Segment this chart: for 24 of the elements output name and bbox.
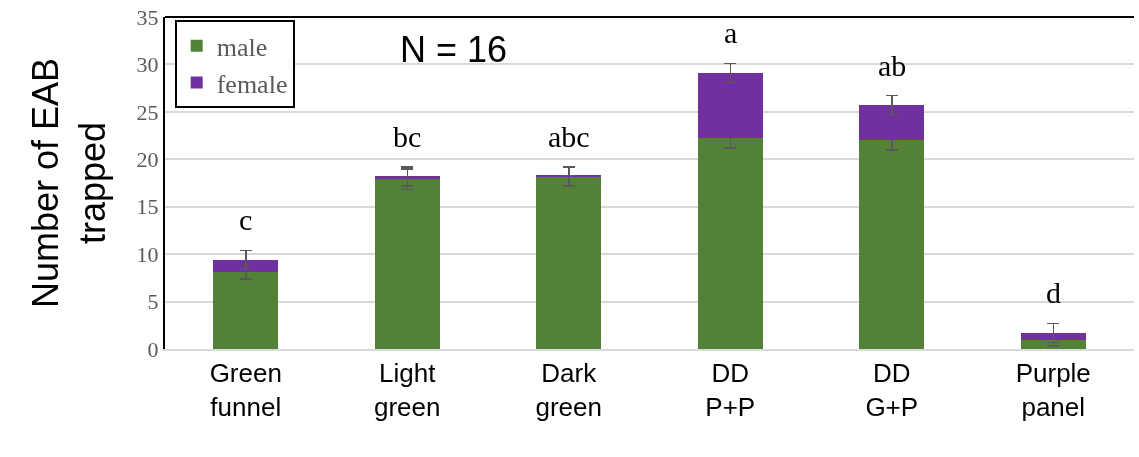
y-tick-label: 15 (136, 194, 159, 220)
x-tick-label: DD G+P (865, 358, 919, 422)
x-tick-label: Purple panel (1015, 358, 1091, 422)
x-tick-label: Light green (374, 358, 441, 422)
annotation: ab (878, 49, 907, 82)
annotation: abc (548, 120, 590, 153)
y-tick-label: 0 (147, 336, 159, 362)
legend-label: male (216, 32, 268, 62)
y-tick-label: 20 (136, 146, 159, 172)
y-axis-title: Number of EAB trapped (25, 57, 113, 309)
annotation: bc (393, 120, 422, 153)
y-tick-label: 5 (147, 289, 159, 315)
annotation: d (1046, 276, 1061, 309)
y-tick-label: 35 (136, 4, 159, 30)
annotation: N = 16 (400, 29, 508, 70)
x-tick-label: DD P+P (705, 358, 756, 422)
legend-label: female (216, 69, 288, 99)
y-tick-label: 25 (136, 99, 159, 125)
x-tick-label: Dark green (535, 358, 602, 422)
y-tick-label: 30 (136, 52, 159, 78)
annotation: c (239, 203, 253, 236)
x-tick-label: Green funnel (209, 358, 282, 422)
annotation: a (724, 16, 738, 49)
y-tick-label: 10 (136, 241, 159, 267)
